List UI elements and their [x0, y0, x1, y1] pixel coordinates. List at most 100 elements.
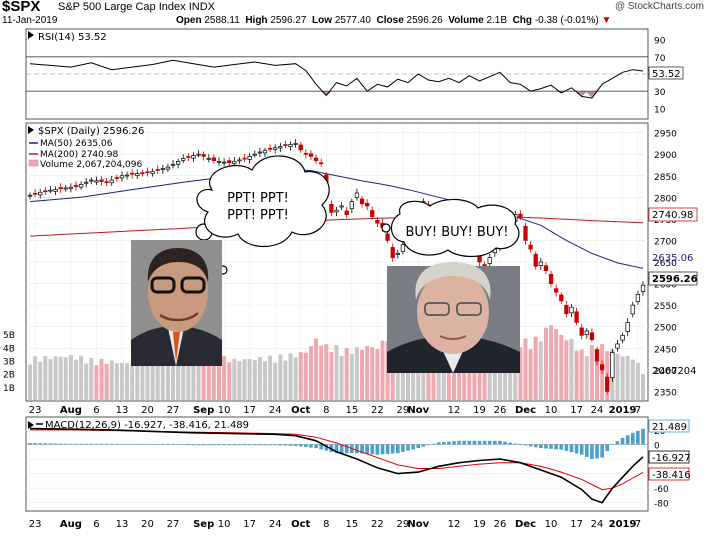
macd-histogram-bar — [595, 444, 599, 459]
volume-bar — [497, 346, 502, 400]
macd-histogram-bar — [94, 443, 99, 445]
date-tick-label: 13 — [116, 405, 129, 416]
date-tick-label: 17 — [570, 519, 583, 530]
macd-histogram-bar — [426, 444, 431, 446]
volume-bar — [135, 361, 140, 400]
volume-bar — [467, 350, 472, 400]
watermark: @ StockCharts.com — [614, 1, 704, 12]
date-tick-label: 19 — [473, 519, 486, 530]
date-tick-label: 7 — [635, 405, 641, 416]
macd-histogram-bar — [38, 443, 43, 445]
volume-bar — [457, 356, 462, 400]
volume-bar — [365, 345, 370, 400]
candle-body — [395, 253, 400, 255]
macd-tick-label: 0 — [654, 441, 660, 451]
macd-histogram-bar — [482, 440, 487, 445]
volume-bar — [293, 357, 298, 400]
macd-histogram-bar — [140, 444, 145, 445]
macd-histogram-bar — [145, 444, 150, 445]
macd-histogram-bar — [79, 443, 83, 445]
ma200-line — [29, 215, 644, 237]
candle-body — [135, 173, 140, 176]
macd-histogram-bar — [252, 444, 257, 446]
volume-bar — [211, 353, 216, 400]
macd-collapse-icon[interactable] — [28, 421, 34, 429]
price-tick-label: 2800 — [654, 194, 677, 204]
volume-bar — [329, 352, 334, 400]
volume-bar — [155, 358, 160, 400]
macd-histogram-bar — [69, 443, 73, 445]
volume-bar — [63, 357, 68, 400]
caricature-face — [148, 252, 208, 332]
volume-tick-label: 5B — [3, 331, 15, 341]
candle-body — [201, 154, 206, 157]
rsi-current-value: 53.52 — [652, 69, 681, 80]
macd-histogram-bar — [293, 444, 298, 446]
price-tick-label: 2700 — [654, 237, 677, 247]
macd-histogram-bar — [298, 444, 303, 447]
macd-histogram-bar — [574, 444, 579, 454]
macd-histogram-bar — [513, 443, 518, 445]
macd-histogram-bar — [201, 444, 206, 446]
candle-body — [99, 179, 104, 182]
volume-bar — [257, 357, 262, 400]
macd-histogram-bar — [63, 443, 68, 445]
volume-bar — [370, 347, 375, 400]
volume-bar — [130, 365, 135, 400]
macd-histogram-bar — [401, 444, 405, 452]
volume-bar — [84, 363, 89, 400]
open-label: Open — [176, 15, 202, 26]
price-tick-label: 2900 — [654, 151, 677, 161]
macd-histogram-bar — [58, 443, 63, 445]
candle-body — [390, 247, 395, 259]
candle-body — [48, 189, 53, 192]
price-tick-label: 2500 — [654, 324, 677, 334]
volume-bar — [451, 361, 456, 400]
candle-body — [232, 161, 237, 164]
volume-bar — [171, 363, 176, 400]
macd-histogram-bar — [539, 444, 543, 449]
macd-histogram-bar — [467, 440, 472, 445]
volume-bar — [426, 354, 431, 400]
bubble-right-text: BUY! BUY! BUY! — [405, 225, 508, 240]
price-collapse-icon[interactable] — [28, 126, 34, 134]
candle-body — [114, 177, 119, 179]
macd-histogram-bar — [518, 444, 523, 445]
candle-body — [365, 202, 370, 207]
rsi-legend: RSI(14) 53.52 — [38, 32, 107, 43]
close-value: 2596.26 — [406, 15, 443, 26]
macd-histogram-bar — [191, 444, 196, 446]
rsi-tick-label: 90 — [654, 37, 666, 47]
candle-body — [94, 180, 99, 183]
candle-body — [329, 203, 334, 213]
volume-bar — [533, 336, 538, 400]
macd-histogram-bar — [334, 444, 339, 454]
candle-body — [359, 198, 365, 205]
ohlc-readout: Open 2588.11 High 2596.27 Low 2577.40 Cl… — [176, 15, 611, 26]
candle-body — [523, 225, 528, 241]
macd-histogram-bar — [273, 444, 277, 446]
volume-bar — [48, 359, 53, 400]
macd-histogram-bar — [600, 444, 604, 458]
candle-body — [78, 184, 84, 188]
macd-histogram-bar — [636, 430, 640, 445]
rsi-collapse-icon[interactable] — [28, 31, 34, 39]
volume-value: 2.1B — [486, 15, 508, 26]
macd-histogram-bar — [196, 444, 201, 446]
macd-histogram-bar — [590, 444, 594, 460]
candle-body — [216, 161, 222, 163]
candle-body — [165, 166, 171, 170]
macd-histogram-bar — [365, 444, 369, 454]
volume-tag-value: 2067204 — [652, 366, 697, 377]
candle-body — [615, 343, 620, 349]
candle-body — [589, 332, 595, 340]
macd-histogram-bar — [441, 441, 446, 445]
volume-bar — [564, 340, 569, 400]
date-tick-label: 29 — [397, 519, 410, 530]
macd-histogram-bar — [406, 444, 410, 451]
macd-histogram-bar — [166, 444, 170, 445]
candle-body — [32, 192, 38, 195]
caricature-portrait — [131, 240, 222, 366]
candle-body — [584, 330, 589, 335]
